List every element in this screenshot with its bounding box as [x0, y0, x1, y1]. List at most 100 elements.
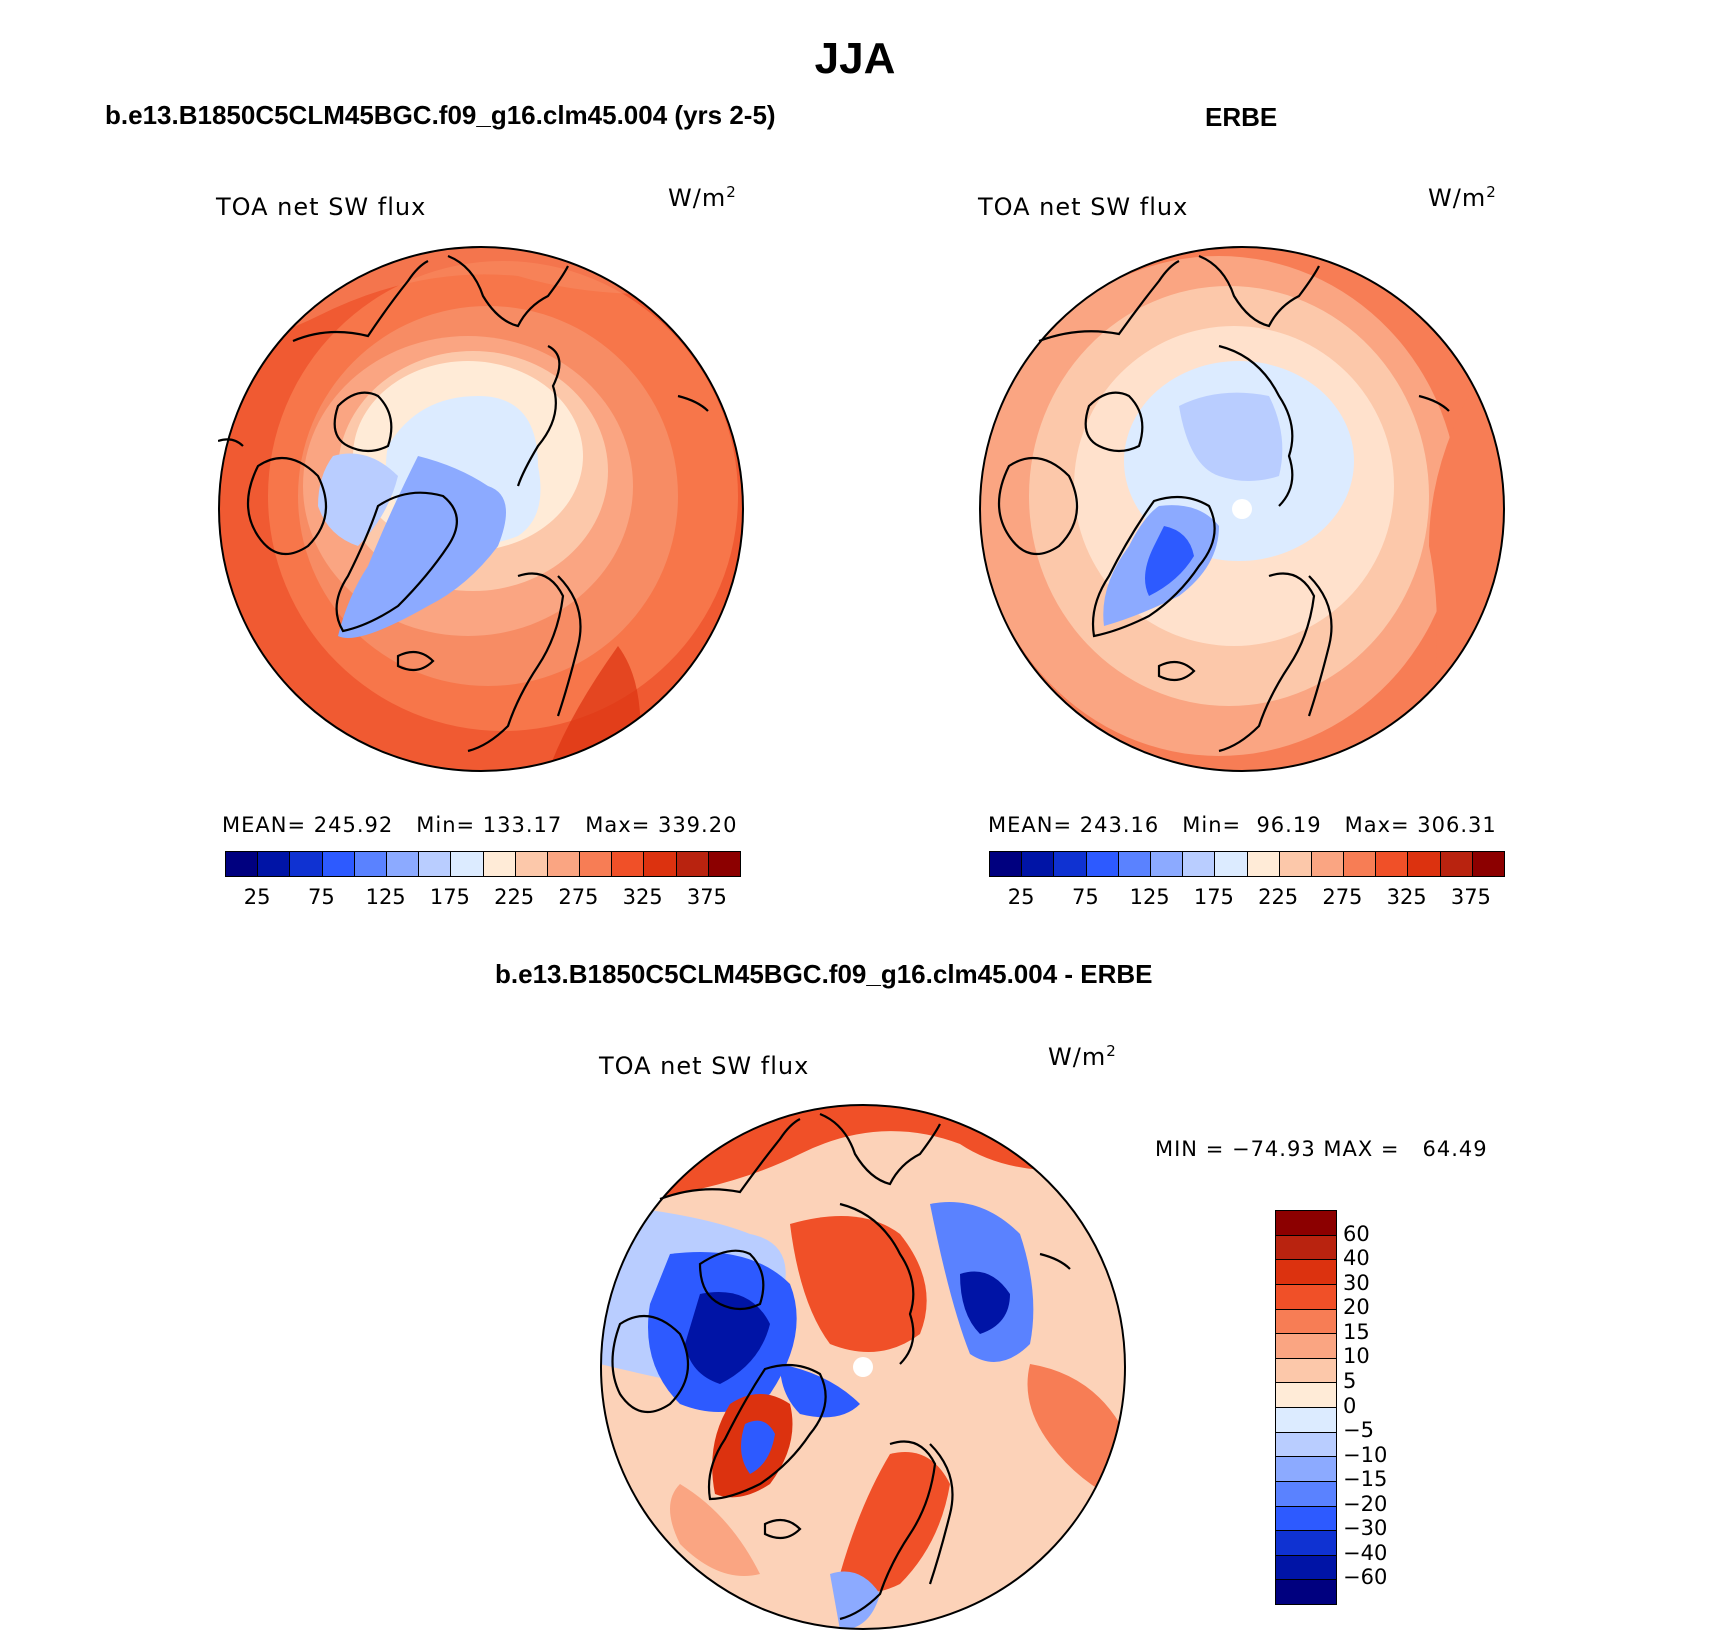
obs-colorbar-swatch	[1054, 852, 1087, 876]
obs-stats: MEAN= 243.16 Min= 96.19 Max= 306.31	[988, 813, 1497, 837]
diff-colorbar-swatch	[1276, 1580, 1336, 1604]
diff-coastlines	[611, 1112, 1071, 1621]
diff-colorbar-swatch	[1276, 1235, 1336, 1261]
model-colorbar-swatch	[580, 852, 613, 876]
obs-field-label: TOA net SW flux	[978, 193, 1189, 221]
diff-colorbar-swatch	[1276, 1555, 1336, 1581]
model-colorbar-tick-label: 375	[686, 885, 727, 909]
diff-units-base: W/m	[1048, 1043, 1107, 1071]
diff-colorbar-tick-label: 20	[1343, 1295, 1370, 1320]
diff-colorbar-tick-label: 0	[1343, 1393, 1357, 1418]
obs-units-exp: 2	[1486, 183, 1497, 201]
model-colorbar-swatch	[644, 852, 677, 876]
model-units-base: W/m	[668, 184, 727, 212]
obs-colorbar-swatch	[1376, 852, 1409, 876]
diff-units-label: W/m2	[1048, 1042, 1117, 1071]
obs-colorbar-swatch	[1022, 852, 1055, 876]
model-coastlines	[218, 254, 709, 753]
diff-colorbar-tick-label: 40	[1343, 1246, 1370, 1271]
diff-colorbar-swatch	[1276, 1506, 1336, 1532]
obs-colorbar-tick-label: 225	[1258, 885, 1299, 909]
obs-map-fill	[980, 247, 1504, 771]
model-colorbar-swatch	[483, 852, 516, 876]
model-colorbar-swatch	[290, 852, 323, 876]
model-colorbar-tick-label: 75	[308, 885, 335, 909]
obs-colorbar-swatch	[1472, 852, 1504, 876]
model-units-label: W/m2	[668, 183, 737, 212]
diff-colorbar-ticks: 60 40 30 20 15 10 5 0 −5 −10 −15 −20 −30 −40 −60	[1343, 1210, 1423, 1603]
model-colorbar-swatch	[322, 852, 355, 876]
model-colorbar-swatch	[386, 852, 420, 876]
obs-colorbar	[989, 851, 1505, 877]
obs-panel-header: ERBE	[1205, 102, 1278, 132]
diff-colorbar-tick-label: 30	[1343, 1270, 1370, 1295]
model-colorbar-tick-label: 125	[365, 885, 406, 909]
model-colorbar-swatch	[354, 852, 387, 876]
diff-colorbar-tick-label: 60	[1343, 1221, 1370, 1246]
model-colorbar-swatch	[676, 852, 709, 876]
model-polar-map	[218, 246, 744, 772]
obs-map-border	[979, 246, 1505, 772]
diff-colorbar	[1275, 1210, 1337, 1605]
obs-colorbar-tick-label: 175	[1193, 885, 1234, 909]
diff-colorbar-swatch	[1276, 1211, 1336, 1236]
obs-colorbar-tick-label: 75	[1072, 885, 1099, 909]
model-colorbar-swatch	[515, 852, 548, 876]
obs-colorbar-swatch	[1440, 852, 1473, 876]
diff-colorbar-tick-label: 15	[1343, 1319, 1370, 1344]
diff-colorbar-tick-label: −15	[1343, 1467, 1388, 1492]
obs-colorbar-swatch	[1311, 852, 1345, 876]
obs-colorbar-swatch	[1150, 852, 1184, 876]
model-colorbar	[225, 851, 741, 877]
diff-map-fill	[601, 1105, 1125, 1629]
diff-colorbar-tick-label: −10	[1343, 1442, 1388, 1467]
diff-colorbar-swatch	[1276, 1383, 1336, 1408]
obs-colorbar-tick-label: 125	[1129, 885, 1170, 909]
obs-units-base: W/m	[1428, 184, 1487, 212]
model-map-border	[218, 246, 744, 772]
model-colorbar-swatch	[547, 852, 581, 876]
diff-colorbar-swatch	[1276, 1481, 1336, 1507]
diff-colorbar-swatch	[1276, 1358, 1336, 1384]
diff-colorbar-swatch	[1276, 1531, 1336, 1556]
obs-colorbar-swatch	[1279, 852, 1312, 876]
diff-stats: MIN = −74.93 MAX = 64.49	[1155, 1137, 1488, 1161]
model-colorbar-tick-label: 25	[243, 885, 271, 909]
model-colorbar-swatch	[612, 852, 645, 876]
model-field-label: TOA net SW flux	[216, 193, 427, 221]
obs-colorbar-swatch	[990, 852, 1023, 876]
diff-colorbar-tick-label: 5	[1343, 1368, 1357, 1393]
diff-colorbar-tick-label: −20	[1343, 1491, 1388, 1516]
diff-panel-header: b.e13.B1850C5CLM45BGC.f09_g16.clm45.004 …	[495, 959, 1153, 989]
model-colorbar-tick-label: 275	[558, 885, 599, 909]
model-colorbar-swatch	[258, 852, 291, 876]
diff-colorbar-tick-label: −40	[1343, 1540, 1388, 1565]
obs-colorbar-swatch	[1215, 852, 1248, 876]
obs-colorbar-swatch	[1118, 852, 1151, 876]
diff-colorbar-tick-label: −5	[1343, 1418, 1374, 1443]
model-colorbar-swatch	[419, 852, 452, 876]
model-colorbar-tick-label: 175	[429, 885, 470, 909]
diff-units-exp: 2	[1106, 1042, 1117, 1060]
diff-colorbar-swatch	[1276, 1284, 1336, 1310]
model-colorbar-tick-label: 325	[622, 885, 663, 909]
diff-polar-map	[600, 1104, 1126, 1630]
model-stats: MEAN= 245.92 Min= 133.17 Max= 339.20	[222, 813, 738, 837]
diff-field-label: TOA net SW flux	[599, 1052, 810, 1080]
diff-colorbar-tick-label: 10	[1343, 1344, 1370, 1369]
diff-colorbar-swatch	[1276, 1457, 1336, 1482]
model-units-exp: 2	[726, 183, 737, 201]
diff-colorbar-swatch	[1276, 1408, 1336, 1433]
diff-colorbar-swatch	[1276, 1260, 1336, 1285]
obs-colorbar-swatch	[1344, 852, 1377, 876]
obs-polar-map	[979, 246, 1505, 772]
diff-colorbar-swatch	[1276, 1309, 1336, 1335]
model-colorbar-swatch	[226, 852, 259, 876]
model-panel-header: b.e13.B1850C5CLM45BGC.f09_g16.clm45.004 …	[105, 100, 776, 130]
model-colorbar-swatch	[708, 852, 740, 876]
obs-coastlines	[998, 254, 1450, 753]
obs-colorbar-swatch	[1247, 852, 1280, 876]
diff-colorbar-swatch	[1276, 1432, 1336, 1458]
model-colorbar-tick-label: 225	[494, 885, 535, 909]
diff-colorbar-tick-label: −60	[1343, 1565, 1388, 1590]
